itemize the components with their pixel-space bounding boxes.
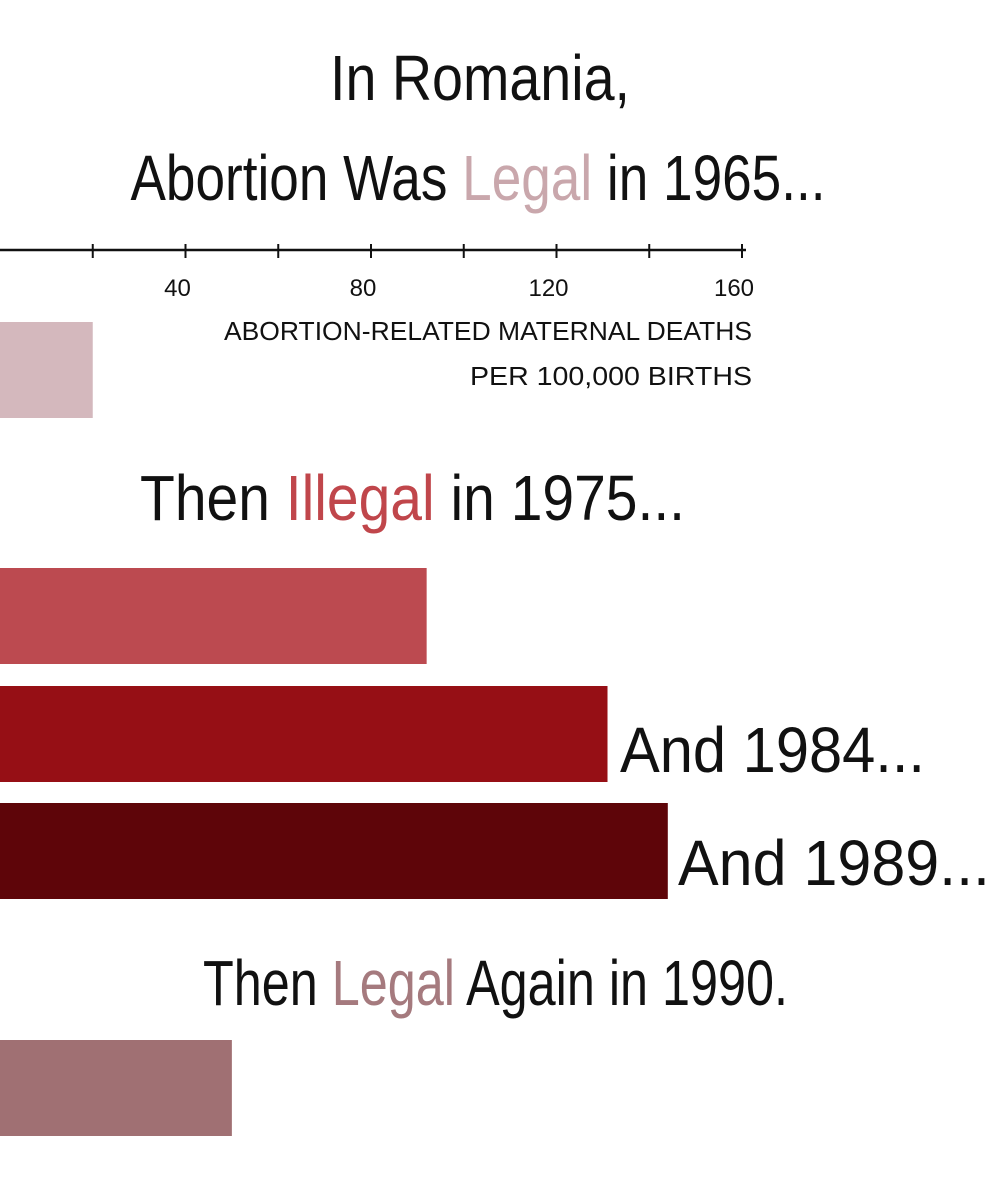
bar [0,1040,232,1136]
annotation: Then Illegal in 1975... [140,462,685,534]
annotation-part: in 1965... [592,142,825,214]
annotation: Abortion Was Legal in 1965... [131,142,826,214]
x-axis-label: ABORTION-RELATED MATERNAL DEATHS [224,316,752,346]
bar [0,322,93,418]
x-tick-label: 40 [164,275,191,302]
x-axis-label: PER 100,000 BIRTHS [470,361,752,391]
annotation-part: Then [140,462,286,534]
x-tick-label: 120 [528,275,568,302]
annotation-part: Illegal [286,462,435,534]
annotation: And 1984... [620,714,925,786]
x-tick-label: 80 [350,275,377,302]
annotation-part: Abortion Was [131,142,463,214]
annotation-part: Legal [462,142,592,214]
annotation-part: Legal [332,947,455,1019]
bar [0,803,668,899]
annotation-part: Again in 1990. [455,947,788,1019]
bar [0,568,427,664]
annotation: And 1989... [678,827,990,899]
bar [0,686,608,782]
annotation: Then Legal Again in 1990. [203,947,788,1019]
annotation-part: in 1975... [435,462,685,534]
annotation-part: Then [203,947,332,1019]
annotation: In Romania, [330,42,630,114]
annotation-part: In Romania, [330,42,630,114]
annotation-part: And 1989... [678,827,990,899]
x-tick-label: 160 [714,275,754,302]
annotation-part: And 1984... [620,714,925,786]
